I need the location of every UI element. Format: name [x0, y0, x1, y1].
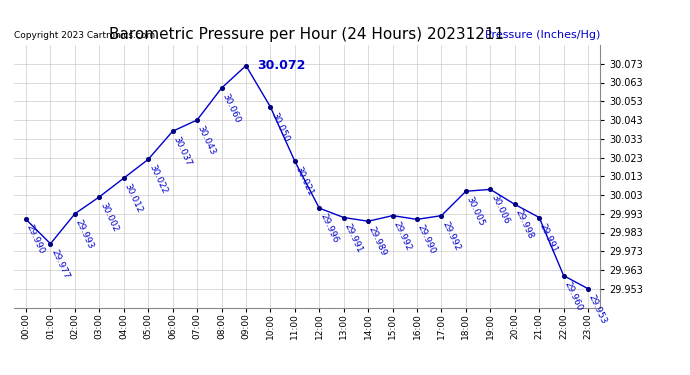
Text: 30.050: 30.050	[269, 111, 290, 144]
Text: 29.998: 29.998	[513, 209, 535, 241]
Point	[411, 216, 422, 222]
Text: Copyright 2023 Cartronics.com: Copyright 2023 Cartronics.com	[14, 31, 155, 40]
Text: Pressure (Inches/Hg): Pressure (Inches/Hg)	[485, 30, 600, 40]
Point	[192, 117, 203, 123]
Point	[118, 175, 129, 181]
Point	[143, 156, 154, 162]
Text: 29.989: 29.989	[367, 225, 388, 258]
Text: 29.991: 29.991	[538, 222, 560, 254]
Text: 29.977: 29.977	[49, 248, 70, 280]
Text: 29.992: 29.992	[440, 220, 462, 252]
Point	[387, 213, 398, 219]
Text: 30.005: 30.005	[464, 195, 486, 228]
Point	[558, 273, 569, 279]
Point	[45, 241, 56, 247]
Point	[533, 214, 544, 220]
Text: 30.012: 30.012	[123, 182, 144, 214]
Point	[436, 213, 447, 219]
Text: 30.022: 30.022	[147, 164, 168, 196]
Text: 29.992: 29.992	[391, 220, 413, 252]
Text: 29.990: 29.990	[25, 224, 46, 256]
Text: 30.002: 30.002	[98, 201, 119, 233]
Point	[21, 216, 32, 222]
Text: 30.006: 30.006	[489, 194, 511, 226]
Text: 30.043: 30.043	[196, 124, 217, 156]
Point	[289, 158, 300, 164]
Point	[240, 63, 251, 69]
Text: 30.021: 30.021	[294, 165, 315, 198]
Text: 29.991: 29.991	[342, 222, 364, 254]
Point	[485, 186, 496, 192]
Point	[338, 214, 349, 220]
Text: 29.996: 29.996	[318, 212, 339, 244]
Text: 30.060: 30.060	[220, 92, 242, 125]
Point	[216, 85, 227, 91]
Text: 30.037: 30.037	[171, 135, 193, 168]
Point	[70, 211, 81, 217]
Text: 29.960: 29.960	[562, 280, 584, 312]
Point	[582, 286, 593, 292]
Point	[363, 218, 374, 224]
Point	[460, 188, 471, 194]
Point	[94, 194, 105, 200]
Title: Barometric Pressure per Hour (24 Hours) 20231211: Barometric Pressure per Hour (24 Hours) …	[110, 27, 504, 42]
Point	[265, 104, 276, 110]
Point	[167, 128, 178, 134]
Point	[509, 201, 520, 207]
Text: 29.953: 29.953	[587, 293, 609, 325]
Text: 30.072: 30.072	[257, 59, 306, 72]
Text: 29.993: 29.993	[74, 218, 95, 250]
Point	[314, 205, 325, 211]
Text: 29.990: 29.990	[416, 224, 437, 256]
